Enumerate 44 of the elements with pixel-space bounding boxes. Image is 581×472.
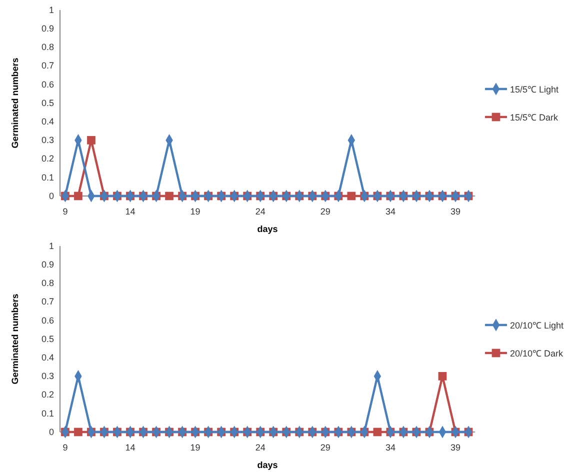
x-tick-label: 9: [62, 442, 68, 452]
y-tick-label: 1: [48, 4, 54, 15]
x-tick-label: 9: [62, 206, 68, 216]
x-tick-label: 39: [450, 442, 460, 452]
y-tick-label: 0.2: [41, 390, 54, 400]
x-tick-label: 19: [190, 206, 200, 216]
x-tick-label: 24: [255, 442, 266, 452]
y-tick-label: 0.6: [41, 79, 54, 90]
x-tick-label: 34: [385, 442, 396, 452]
y-tick-label: 0.5: [41, 334, 54, 344]
x-tick-label: 14: [125, 206, 136, 216]
y-tick-label: 0.6: [41, 315, 54, 326]
y-tick-label: 0.3: [41, 135, 54, 146]
x-tick-label: 19: [190, 442, 200, 452]
y-tick-label: 0: [48, 190, 54, 201]
x-tick-label: 14: [125, 442, 136, 452]
x-tick-label: 39: [450, 206, 460, 216]
x-axis-title: days: [257, 224, 278, 234]
y-tick-label: 0.8: [41, 42, 54, 52]
y-tick-label: 0.7: [41, 60, 54, 71]
x-tick-label: 29: [320, 442, 330, 452]
y-tick-label: 0.4: [41, 116, 54, 126]
y-tick-label: 0.9: [41, 23, 54, 34]
y-tick-label: 0.5: [41, 98, 54, 108]
legend-label: 15/5℃ Light: [510, 84, 560, 94]
y-tick-label: 0.1: [41, 408, 54, 418]
legend-label: 20/10℃ Dark: [510, 348, 564, 358]
y-tick-label: 1: [48, 240, 54, 251]
y-tick-label: 0: [48, 426, 54, 437]
y-axis-title: Germinated numbers: [10, 294, 20, 384]
y-tick-label: 0.7: [41, 296, 54, 307]
y-tick-label: 0.8: [41, 278, 54, 288]
y-tick-label: 0.1: [41, 172, 54, 182]
y-axis-title: Germinated numbers: [10, 58, 20, 148]
y-tick-label: 0.3: [41, 371, 54, 382]
legend-label: 15/5℃ Dark: [510, 112, 559, 122]
y-tick-label: 0.4: [41, 352, 54, 362]
x-tick-label: 24: [255, 206, 266, 216]
x-axis-title: days: [257, 460, 278, 470]
legend-label: 20/10℃ Light: [510, 320, 564, 330]
x-tick-label: 34: [385, 206, 396, 216]
x-tick-label: 29: [320, 206, 330, 216]
y-tick-label: 0.9: [41, 259, 54, 270]
y-tick-label: 0.2: [41, 154, 54, 164]
